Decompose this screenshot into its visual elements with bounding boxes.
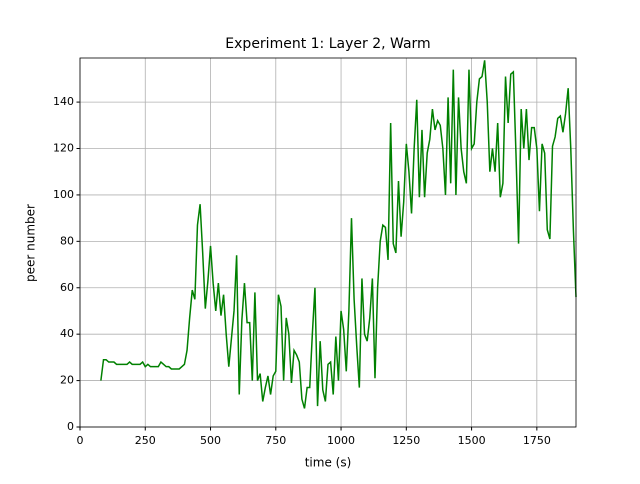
data-line [100,60,577,409]
y-tick-label: 120 [53,142,74,155]
plot-frame [79,57,577,428]
y-tick-label: 20 [60,374,74,387]
chart-title: Experiment 1: Layer 2, Warm [225,36,430,52]
x-tick-label: 500 [200,434,221,447]
y-tick-label: 100 [53,188,74,201]
y-tick-label: 80 [60,234,74,247]
x-tick-label: 250 [135,434,156,447]
x-tick-label: 750 [265,434,286,447]
x-tick-label: 1250 [392,434,420,447]
y-tick-label: 140 [53,95,74,108]
y-axis-label: peer number [24,204,38,282]
y-tick-label: 40 [60,327,74,340]
y-tick-label: 60 [60,281,74,294]
x-tick-label: 1000 [327,434,355,447]
x-tick-label: 1500 [458,434,486,447]
x-axis-label: time (s) [305,456,352,470]
x-tick-label: 1750 [523,434,551,447]
x-tick-label: 0 [77,434,84,447]
y-tick-label: 0 [67,420,74,433]
